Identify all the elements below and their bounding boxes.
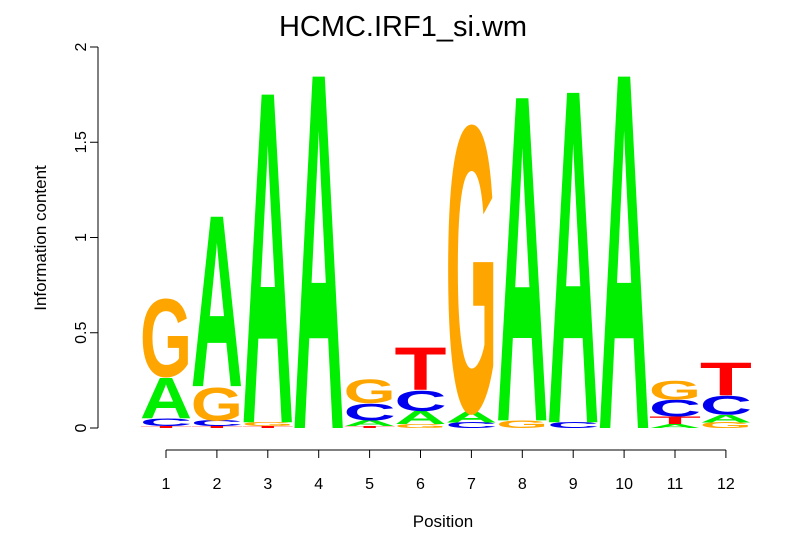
x-tick-label: 11 xyxy=(667,476,684,493)
logo-letter-c: C xyxy=(395,384,447,417)
logo-letter-t: T xyxy=(395,335,447,403)
logo-letter-a: A xyxy=(547,0,599,524)
x-tick-label: 7 xyxy=(467,476,476,493)
logo-letter-a: A xyxy=(191,165,243,439)
x-axis-label: Position xyxy=(413,512,473,531)
logo-letter-t: T xyxy=(700,353,752,406)
logo-letter-g: G xyxy=(242,421,294,427)
logo-letter-t: T xyxy=(649,415,701,427)
logo-letter-t: T xyxy=(140,426,192,429)
logo-letter-a: A xyxy=(700,413,752,425)
logo-letter-g: G xyxy=(344,373,396,411)
x-tick-label: 2 xyxy=(212,476,221,493)
logo-letter-c: C xyxy=(344,399,396,426)
logo-letter-a: A xyxy=(242,0,294,524)
chart-title: HCMC.IRF1_si.wm xyxy=(279,11,527,43)
logo-letter-c: C xyxy=(191,419,243,428)
y-axis: 0 0.5 1 1.5 2 xyxy=(73,42,99,432)
y-tick-label: 1 xyxy=(73,233,90,242)
y-tick-label: 1.5 xyxy=(73,131,90,153)
x-tick-label: 10 xyxy=(615,476,633,493)
x-tick-label: 1 xyxy=(162,476,171,493)
y-tick-label: 0 xyxy=(73,423,90,432)
logo-letter-c: C xyxy=(649,395,701,422)
logo-letter-g: G xyxy=(140,277,192,401)
logo-letter-a: A xyxy=(395,408,447,429)
x-tick-label: 3 xyxy=(263,476,272,493)
logo-letter-a: A xyxy=(344,419,396,428)
x-axis: 1 2 3 4 5 6 7 8 9 10 11 12 xyxy=(162,449,735,493)
x-tick-label: 12 xyxy=(717,476,735,493)
logo-letter-g: G xyxy=(395,423,447,429)
logo-letter-g: G xyxy=(700,421,752,430)
logo-letter-a: A xyxy=(140,366,192,431)
x-tick-label: 4 xyxy=(314,476,323,493)
y-tick-label: 2 xyxy=(73,42,90,51)
logo-letter-c: C xyxy=(140,416,192,428)
logo-letter-a: A xyxy=(598,0,650,537)
x-tick-label: 5 xyxy=(365,476,374,493)
logo-letter-c: C xyxy=(700,391,752,420)
logo-letter-g: G xyxy=(649,375,701,405)
logo-letter-t: T xyxy=(191,426,243,429)
y-tick-label: 0.5 xyxy=(73,322,90,344)
logo-letter-g: G xyxy=(191,378,243,431)
logo-letter-c: C xyxy=(547,421,599,430)
y-axis-label: Information content xyxy=(31,165,50,311)
logo-letter-t: T xyxy=(242,426,294,429)
logo-letter-c: C xyxy=(445,421,497,430)
logo-letter-g: G xyxy=(445,41,497,499)
logo-letter-t: T xyxy=(344,426,396,429)
logo-letter-a: A xyxy=(445,408,497,426)
logo-letter-a: A xyxy=(496,0,548,520)
x-tick-label: 9 xyxy=(569,476,578,493)
logo-letter-a: A xyxy=(649,423,701,429)
logo-letter-g: G xyxy=(496,419,548,431)
x-tick-label: 8 xyxy=(518,476,527,493)
x-tick-label: 6 xyxy=(416,476,425,493)
logo-letter-a: A xyxy=(293,0,345,537)
